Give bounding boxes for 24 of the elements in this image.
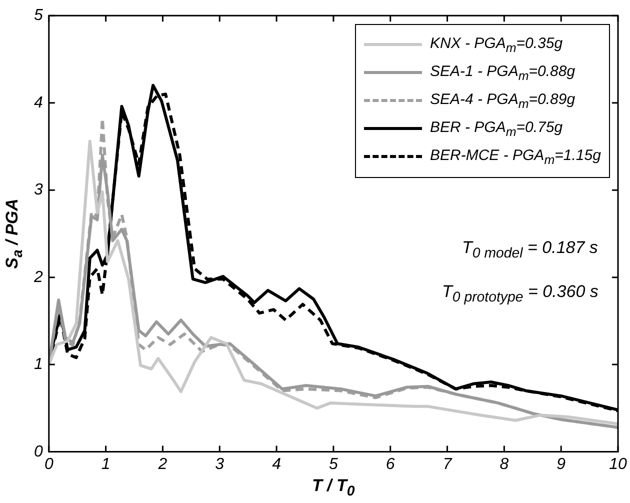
annotation: T$_{0 model}$ = 0.187 s <box>462 238 598 261</box>
y-tick-label: 2 <box>32 268 43 286</box>
x-axis-title: T / T$_{0}$ <box>312 476 355 500</box>
x-tick-label: 9 <box>556 456 566 473</box>
legend-label: SEA-1 - PGA$_{m}$=0.88g <box>430 62 576 83</box>
y-tick-label: 3 <box>34 182 43 199</box>
x-tick-label: 6 <box>386 456 395 473</box>
y-tick-label: 1 <box>34 356 43 374</box>
legend-label: BER-MCE - PGA$_{m}$=1.15g <box>430 146 601 167</box>
y-tick-label: 4 <box>34 94 43 112</box>
x-tick-label: 7 <box>442 456 453 473</box>
annotation: T$_{0 prototype}$ = 0.360 s <box>442 282 598 305</box>
x-tick-label: 5 <box>328 456 338 473</box>
x-tick-label: 8 <box>500 456 509 473</box>
x-tick-label: 1 <box>101 456 110 473</box>
y-tick-label: 5 <box>34 7 43 24</box>
legend-label: SEA-4 - PGA$_{m}$=0.89g <box>430 90 576 111</box>
legend-label: BER - PGA$_{m}$=0.75g <box>430 118 563 139</box>
x-tick-label: 10 <box>609 456 627 473</box>
x-tick-label: 4 <box>272 456 282 473</box>
x-tick-label: 2 <box>157 456 168 473</box>
y-tick-label: 0 <box>34 443 43 460</box>
legend-label: KNX - PGA$_{m}$=0.35g <box>430 34 563 55</box>
x-tick-label: 3 <box>215 456 224 473</box>
